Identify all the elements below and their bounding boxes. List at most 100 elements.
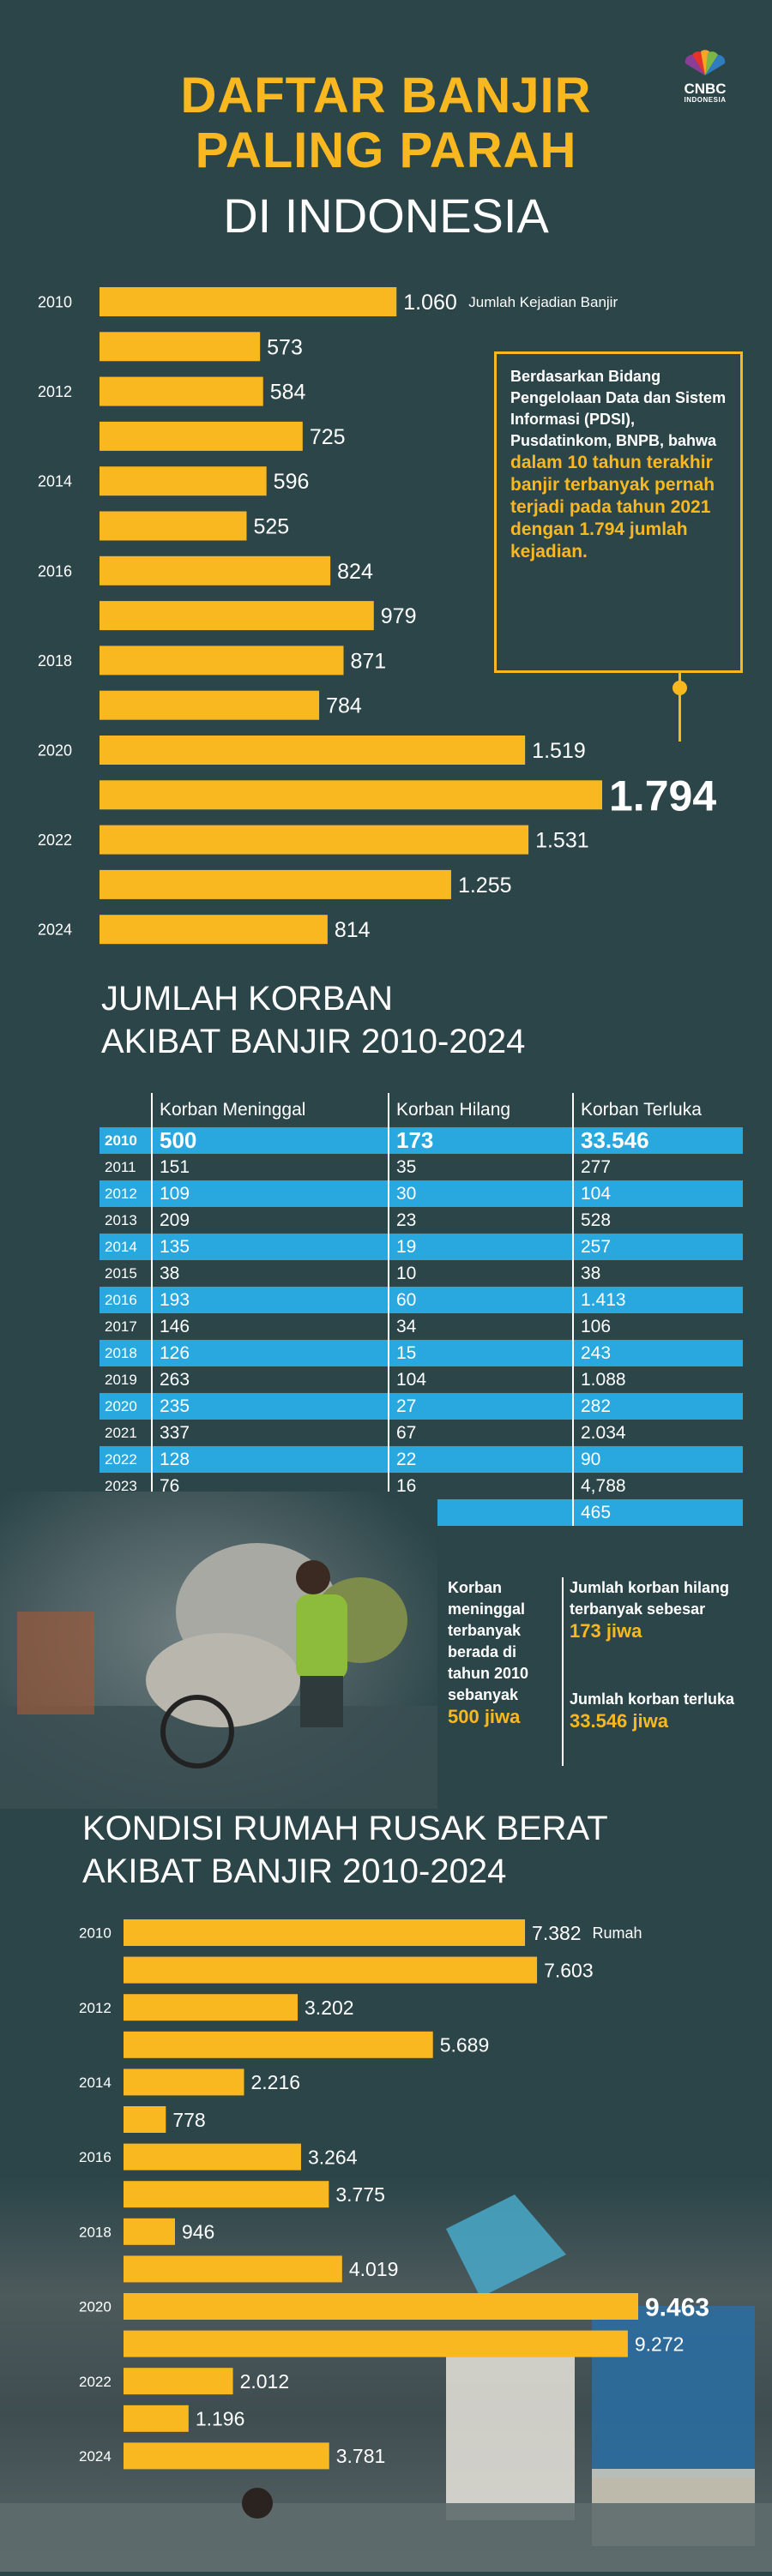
- cell-meninggal: 76: [151, 1473, 388, 1499]
- table-section-title: JUMLAH KORBAN AKIBAT BANJIR 2010-2024: [101, 977, 525, 1063]
- cell-terluka: 282: [572, 1393, 743, 1420]
- bar-2019: [100, 690, 320, 720]
- cell-year: 2020: [105, 1397, 137, 1414]
- value-label-2012: 3.202: [305, 1997, 354, 2019]
- tick-label-2016: 2016: [38, 562, 72, 579]
- tick-label-2022: 2022: [79, 2374, 112, 2390]
- cell-meninggal: 209: [151, 1207, 388, 1234]
- tick-label-2012: 2012: [38, 383, 72, 400]
- table-row: 2019 263 104 1.088: [100, 1366, 743, 1393]
- rumah-section-title: KONDISI RUMAH RUSAK BERAT AKIBAT BANJIR …: [82, 1807, 608, 1893]
- cell-meninggal: 337: [151, 1420, 388, 1446]
- value-label-2023: 1.196: [196, 2408, 245, 2430]
- bar-2017: [100, 601, 374, 631]
- cell-hilang: 27: [388, 1393, 572, 1420]
- bar-2011: [100, 332, 261, 362]
- value-label-2016: 3.264: [308, 2146, 358, 2168]
- callout-text: Berdasarkan Bidang Pengelolaan Data dan …: [510, 368, 727, 449]
- bar-2012: [100, 376, 263, 406]
- bar-2016: [124, 2143, 301, 2171]
- cnbc-logo: CNBC INDONESIA: [671, 50, 739, 104]
- title-line-1: DAFTAR BANJIR: [180, 68, 592, 123]
- value-label-2013: 5.689: [440, 2034, 490, 2057]
- value-label-2017: 3.775: [335, 2183, 385, 2206]
- bar-2021: [124, 2330, 628, 2357]
- cell-terluka: 2.034: [572, 1420, 743, 1446]
- value-label-2015: 778: [172, 2109, 205, 2131]
- tick-label-2018: 2018: [38, 652, 72, 670]
- value-label-2018: 946: [182, 2221, 214, 2243]
- bar-2020: [100, 736, 526, 765]
- bar-2014: [100, 466, 267, 496]
- fact-hilang-text: Jumlah korban hilang terbanyak sebesar: [570, 1579, 730, 1618]
- cell-terluka: 243: [572, 1340, 743, 1366]
- bar-2023: [100, 869, 451, 899]
- bar-2020: [124, 2293, 638, 2320]
- cell-terluka: 4,788: [572, 1473, 743, 1499]
- chart-kejadian-banjir: 1.060 Jumlah Kejadian Banjir 2010 573 584 201…: [38, 287, 716, 945]
- cell-meninggal: 235: [151, 1393, 388, 1420]
- bar-2017: [124, 2181, 329, 2208]
- table-row: 2017 146 34 106: [100, 1313, 743, 1340]
- main-title: DAFTAR BANJIR PALING PARAH: [0, 69, 772, 178]
- unit-label: Jumlah Kejadian Banjir: [468, 294, 618, 310]
- table-body: 2010 500 173 33.546 2011 151 35 277 2012 109 30 104…: [100, 1127, 743, 1526]
- cell-meninggal: 146: [151, 1313, 388, 1340]
- cell-meninggal: 135: [151, 1234, 388, 1260]
- value-label-2019: 4.019: [349, 2258, 399, 2280]
- header-terluka: Korban Terluka: [572, 1093, 743, 1127]
- korban-table: Korban Meninggal Korban Hilang Korban Te…: [100, 1093, 743, 1526]
- cell-meninggal: 151: [151, 1154, 388, 1180]
- tick-label-2020: 2020: [38, 742, 72, 759]
- bar-2011: [124, 1956, 538, 1984]
- cell-year: 2021: [105, 1424, 137, 1441]
- tick-label-2010: 2010: [38, 293, 72, 310]
- value-label-2021: 1.794: [609, 772, 716, 820]
- cell-hilang: 34: [388, 1313, 572, 1340]
- logo-subtext: INDONESIA: [684, 96, 727, 104]
- table-row: 2011 151 35 277: [100, 1154, 743, 1180]
- cell-year: 2011: [105, 1158, 136, 1175]
- value-label-2020: 1.519: [532, 739, 586, 763]
- cell-terluka: 257: [572, 1234, 743, 1260]
- cell-year: 2022: [105, 1450, 137, 1468]
- table-row: 2010 500 173 33.546: [100, 1127, 743, 1154]
- photo-street-illustration: [0, 2195, 772, 2572]
- cell-meninggal: 263: [151, 1366, 388, 1393]
- table-row: 2015 38 10 38: [100, 1260, 743, 1287]
- cell-hilang: 19: [388, 1234, 572, 1260]
- bar-2016: [100, 555, 331, 585]
- cell-hilang: 16: [388, 1473, 572, 1499]
- callout-dot: [672, 681, 687, 695]
- cell-year: 2018: [105, 1344, 137, 1361]
- table-row: 2020 235 27 282: [100, 1393, 743, 1420]
- cell-terluka: 277: [572, 1154, 743, 1180]
- cell-hilang: 173: [388, 1127, 572, 1154]
- fact-meninggal: Korban meninggal terbanyak berada di tah…: [448, 1577, 551, 1727]
- cell-hilang: 35: [388, 1154, 572, 1180]
- fact-terluka-text: Jumlah korban terluka: [570, 1690, 735, 1708]
- cell-terluka: 33.546: [572, 1127, 743, 1154]
- unit-label: Rumah: [592, 1924, 642, 1942]
- cell-year: 2013: [105, 1211, 137, 1228]
- cell-meninggal: 193: [151, 1287, 388, 1313]
- value-label-2016: 824: [337, 560, 373, 584]
- fact-terluka: Jumlah korban terluka 33.546 jiwa: [570, 1689, 750, 1732]
- table-row: 2012 109 30 104: [100, 1180, 743, 1207]
- cell-year: 2023: [105, 1477, 137, 1494]
- cell-year: 2012: [105, 1185, 137, 1202]
- bar-2024: [124, 2442, 329, 2470]
- cell-hilang: 67: [388, 1420, 572, 1446]
- cell-hilang: 30: [388, 1180, 572, 1207]
- table-row: 2022 128 22 90: [100, 1446, 743, 1473]
- tick-label-2024: 2024: [79, 2448, 112, 2465]
- header-hilang: Korban Hilang: [388, 1093, 572, 1127]
- rumah-title-line-1: KONDISI RUMAH RUSAK BERAT: [82, 1810, 608, 1847]
- value-label-2013: 725: [310, 425, 346, 449]
- bar-2015: [100, 511, 247, 541]
- value-label-2024: 3.781: [336, 2445, 386, 2467]
- value-label-2018: 871: [351, 649, 387, 673]
- cell-meninggal: 126: [151, 1340, 388, 1366]
- tick-label-2010: 2010: [79, 1925, 112, 1942]
- photo-illustration: [0, 1543, 437, 1809]
